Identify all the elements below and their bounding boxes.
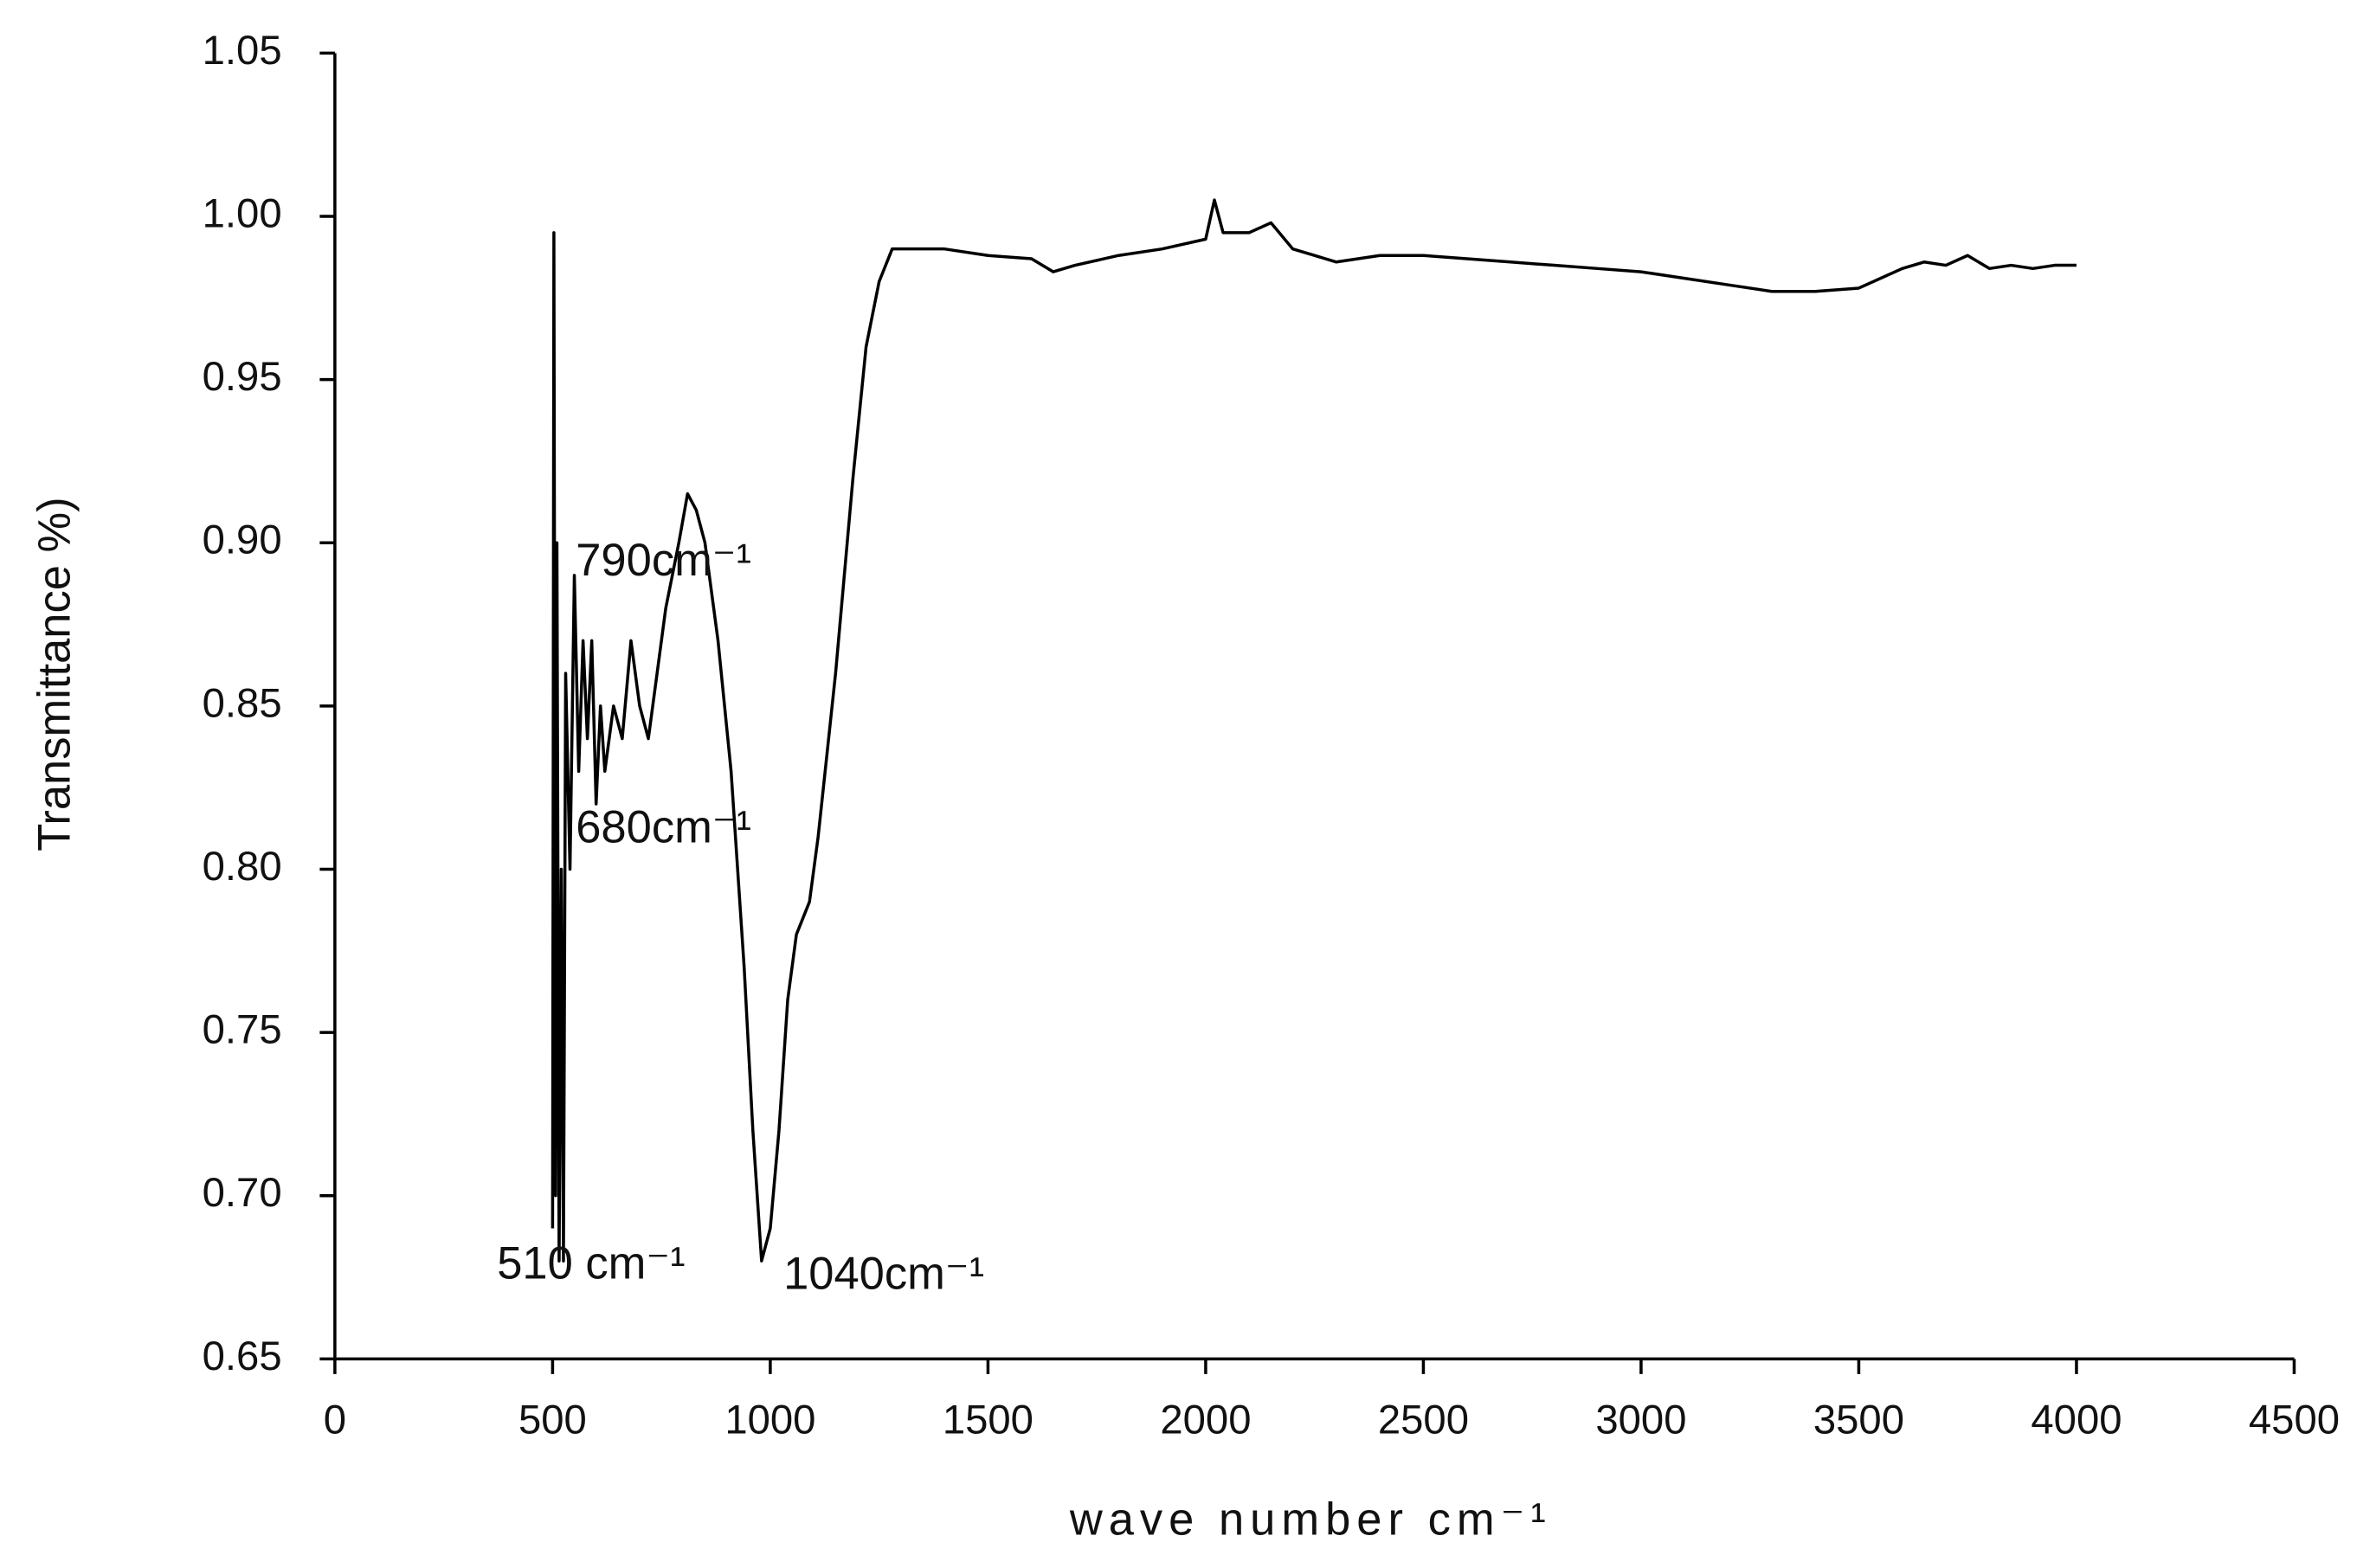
x-tick-label: 3000 bbox=[1595, 1397, 1686, 1443]
y-axis-title: Transmittance %) bbox=[29, 497, 80, 851]
y-tick-label: 1.00 bbox=[203, 190, 282, 236]
y-tick-label: 0.70 bbox=[203, 1170, 282, 1216]
peak-annotation: 510 cm⁻¹ bbox=[497, 1237, 685, 1288]
peak-annotation: 680cm⁻¹ bbox=[576, 801, 751, 852]
x-tick-label: 1500 bbox=[943, 1397, 1033, 1443]
x-tick-label: 500 bbox=[518, 1397, 587, 1443]
y-tick-label: 0.95 bbox=[203, 354, 282, 400]
spectrum-line bbox=[551, 198, 2077, 1263]
x-tick-label: 2500 bbox=[1378, 1397, 1469, 1443]
x-tick-label: 4500 bbox=[2249, 1397, 2340, 1443]
x-tick-label: 4000 bbox=[2031, 1397, 2122, 1443]
x-tick-label: 2000 bbox=[1160, 1397, 1251, 1443]
peak-annotation: 1040cm⁻¹ bbox=[783, 1249, 984, 1300]
peak-annotation: 790cm⁻¹ bbox=[576, 535, 751, 586]
x-tick-label: 0 bbox=[324, 1397, 346, 1443]
y-tick-label: 0.80 bbox=[203, 844, 282, 890]
y-tick-label: 0.90 bbox=[203, 517, 282, 563]
x-axis-title: wave number cm⁻¹ bbox=[1069, 1494, 1552, 1545]
x-tick-label: 3500 bbox=[1813, 1397, 1904, 1443]
y-tick-label: 0.85 bbox=[203, 680, 282, 726]
x-tick-label: 1000 bbox=[724, 1397, 815, 1443]
y-tick-label: 1.05 bbox=[203, 28, 282, 74]
y-tick-label: 0.65 bbox=[203, 1333, 282, 1379]
y-tick-label: 0.75 bbox=[203, 1007, 282, 1053]
